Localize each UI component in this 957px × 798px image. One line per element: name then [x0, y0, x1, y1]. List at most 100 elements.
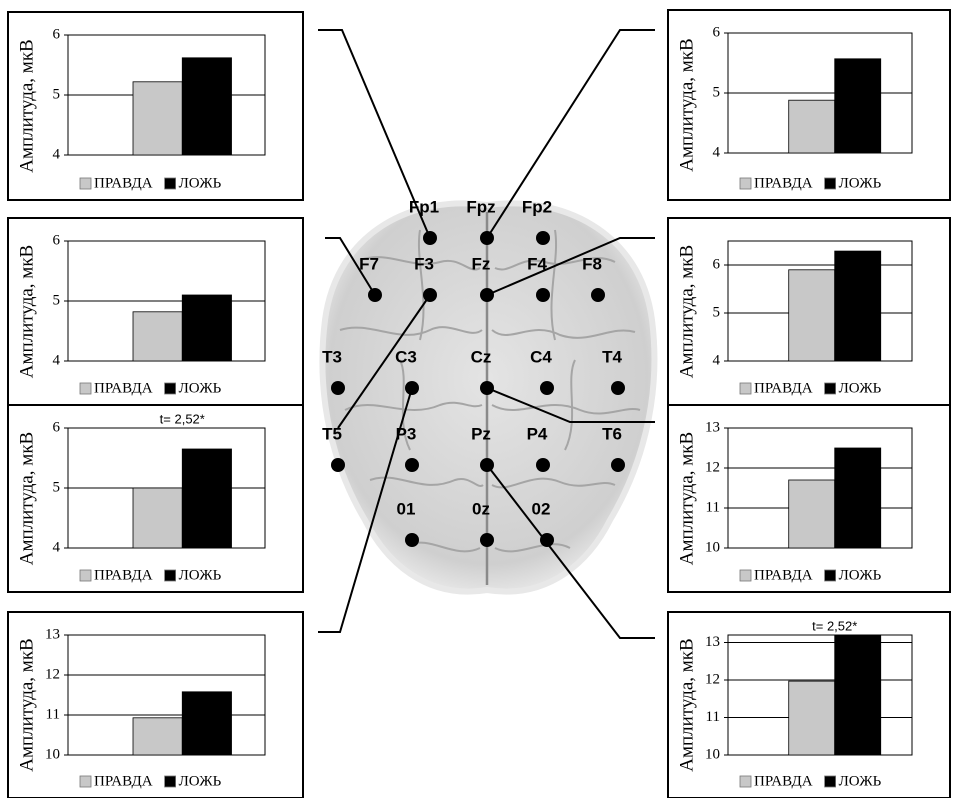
electrode-label: Fz — [472, 254, 491, 273]
electrode — [536, 458, 550, 472]
bar — [789, 681, 835, 755]
electrode — [536, 231, 550, 245]
electrode-label: P4 — [527, 424, 548, 443]
y-tick-label: 6 — [713, 256, 721, 272]
electrode-label: Fp2 — [522, 197, 552, 216]
y-tick-label: 12 — [45, 666, 60, 682]
y-axis-label: Амплитуда, мкВ — [676, 38, 697, 171]
bar — [789, 100, 835, 153]
electrode-label: C4 — [530, 347, 552, 366]
legend-label: ПРАВДА — [94, 567, 153, 583]
electrode-label: 0z — [472, 499, 490, 518]
y-tick-label: 6 — [53, 232, 61, 248]
legend-swatch — [740, 383, 751, 394]
electrode — [480, 381, 494, 395]
electrode-label: Pz — [471, 424, 491, 443]
chart-panel: 456Амплитуда, мкВПРАВДАЛОЖЬ — [8, 12, 303, 200]
y-tick-label: 6 — [53, 419, 61, 435]
electrode — [331, 458, 345, 472]
y-axis-label: Амплитуда, мкВ — [676, 638, 697, 771]
y-tick-label: 6 — [53, 26, 61, 42]
electrode-label: F7 — [359, 254, 379, 273]
y-tick-label: 10 — [705, 746, 720, 762]
y-tick-label: 13 — [705, 419, 720, 435]
y-tick-label: 12 — [705, 459, 720, 475]
y-tick-label: 5 — [713, 304, 721, 320]
electrode-label: T4 — [602, 347, 622, 366]
bar — [133, 312, 182, 361]
electrode — [480, 288, 494, 302]
y-tick-label: 4 — [53, 146, 61, 162]
electrode — [480, 533, 494, 547]
legend-swatch — [165, 776, 176, 787]
electrode-label: T6 — [602, 424, 622, 443]
legend-swatch — [740, 776, 751, 787]
bar — [133, 718, 182, 755]
legend-swatch — [80, 178, 91, 189]
electrode-label: T5 — [322, 424, 342, 443]
legend-label: ЛОЖЬ — [839, 773, 882, 789]
bar — [835, 448, 881, 548]
legend-swatch — [740, 570, 751, 581]
electrode-label: Cz — [471, 347, 492, 366]
legend-swatch — [825, 178, 836, 189]
y-axis-label: Амплитуда, мкВ — [16, 638, 37, 771]
electrode — [405, 458, 419, 472]
annotation: t= 2,52* — [812, 618, 857, 633]
legend-label: ЛОЖЬ — [179, 567, 222, 583]
y-tick-label: 12 — [705, 671, 720, 687]
electrode — [480, 458, 494, 472]
chart-panel: 456Амплитуда, мкВПРАВДАЛОЖЬ — [8, 218, 303, 405]
bar — [835, 251, 881, 361]
y-tick-label: 5 — [713, 84, 721, 100]
legend-label: ПРАВДА — [754, 380, 813, 396]
bar — [182, 58, 231, 155]
legend-label: ЛОЖЬ — [839, 175, 882, 191]
y-tick-label: 4 — [53, 539, 61, 555]
legend-label: ПРАВДА — [94, 773, 153, 789]
electrode-label: F3 — [414, 254, 434, 273]
bar — [133, 488, 182, 548]
y-tick-label: 4 — [713, 352, 721, 368]
bar — [182, 449, 231, 548]
electrode — [331, 381, 345, 395]
electrode-label: 01 — [397, 499, 416, 518]
legend-swatch — [165, 383, 176, 394]
y-tick-label: 10 — [705, 539, 720, 555]
legend-swatch — [740, 178, 751, 189]
electrode — [405, 533, 419, 547]
electrode — [591, 288, 605, 302]
legend-label: ЛОЖЬ — [179, 380, 222, 396]
legend-swatch — [165, 178, 176, 189]
bar — [182, 295, 231, 361]
legend-label: ПРАВДА — [94, 175, 153, 191]
legend-label: ПРАВДА — [94, 380, 153, 396]
legend-swatch — [165, 570, 176, 581]
electrode-label: 02 — [532, 499, 551, 518]
y-axis-label: Амплитуда, мкВ — [676, 432, 697, 565]
electrode-label: Fpz — [466, 197, 495, 216]
legend-label: ЛОЖЬ — [179, 773, 222, 789]
chart-panel: 456Амплитуда, мкВПРАВДАЛОЖЬ — [668, 10, 950, 200]
electrode-label: C3 — [395, 347, 417, 366]
legend-swatch — [80, 383, 91, 394]
bar — [835, 59, 881, 153]
bar — [835, 635, 881, 755]
bar — [133, 82, 182, 155]
chart-panel: 10111213Амплитуда, мкВПРАВДАЛОЖЬ — [8, 612, 303, 798]
legend-swatch — [825, 383, 836, 394]
electrode — [540, 533, 554, 547]
bar — [182, 692, 231, 755]
electrode-label: F4 — [527, 254, 547, 273]
bar — [789, 270, 835, 361]
electrode — [540, 381, 554, 395]
y-tick-label: 11 — [706, 499, 720, 515]
legend-label: ПРАВДА — [754, 773, 813, 789]
y-tick-label: 5 — [53, 479, 61, 495]
legend-swatch — [825, 776, 836, 787]
figure: 456Амплитуда, мкВПРАВДАЛОЖЬ456Амплитуда,… — [0, 0, 957, 798]
bar — [789, 480, 835, 548]
y-tick-label: 11 — [706, 709, 720, 725]
legend-label: ПРАВДА — [754, 175, 813, 191]
